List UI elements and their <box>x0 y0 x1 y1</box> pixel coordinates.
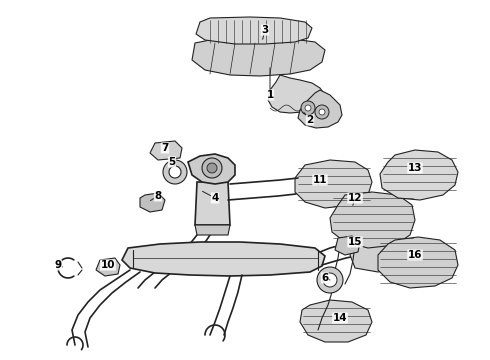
Text: 11: 11 <box>313 175 327 185</box>
Text: 5: 5 <box>169 157 175 167</box>
Polygon shape <box>298 90 342 128</box>
Text: 1: 1 <box>267 90 273 100</box>
Text: 14: 14 <box>333 313 347 323</box>
Text: 16: 16 <box>408 250 422 260</box>
Polygon shape <box>188 154 235 184</box>
Polygon shape <box>122 242 325 276</box>
Text: 3: 3 <box>261 25 269 35</box>
Circle shape <box>315 105 329 119</box>
Text: 7: 7 <box>161 143 169 153</box>
Text: 13: 13 <box>408 163 422 173</box>
Circle shape <box>169 166 181 178</box>
Circle shape <box>163 160 187 184</box>
Circle shape <box>207 163 217 173</box>
Circle shape <box>323 273 337 287</box>
Text: 10: 10 <box>101 260 115 270</box>
Polygon shape <box>380 150 458 200</box>
Text: 15: 15 <box>348 237 362 247</box>
Text: 12: 12 <box>348 193 362 203</box>
Polygon shape <box>96 258 120 276</box>
Circle shape <box>319 109 325 115</box>
Polygon shape <box>350 235 398 272</box>
Polygon shape <box>378 237 458 288</box>
Polygon shape <box>300 300 372 342</box>
Polygon shape <box>295 160 372 208</box>
Polygon shape <box>195 225 230 235</box>
Polygon shape <box>268 75 325 113</box>
Text: 8: 8 <box>154 191 162 201</box>
Polygon shape <box>330 192 415 248</box>
Text: 2: 2 <box>306 115 314 125</box>
Circle shape <box>317 267 343 293</box>
Polygon shape <box>196 17 312 44</box>
Polygon shape <box>140 193 165 212</box>
Text: 9: 9 <box>54 260 62 270</box>
Polygon shape <box>150 141 182 160</box>
Text: 4: 4 <box>211 193 219 203</box>
Polygon shape <box>192 40 325 76</box>
Circle shape <box>301 101 315 115</box>
Circle shape <box>305 105 311 111</box>
Text: 6: 6 <box>321 273 329 283</box>
Circle shape <box>202 158 222 178</box>
Polygon shape <box>335 236 360 255</box>
Polygon shape <box>195 182 230 225</box>
